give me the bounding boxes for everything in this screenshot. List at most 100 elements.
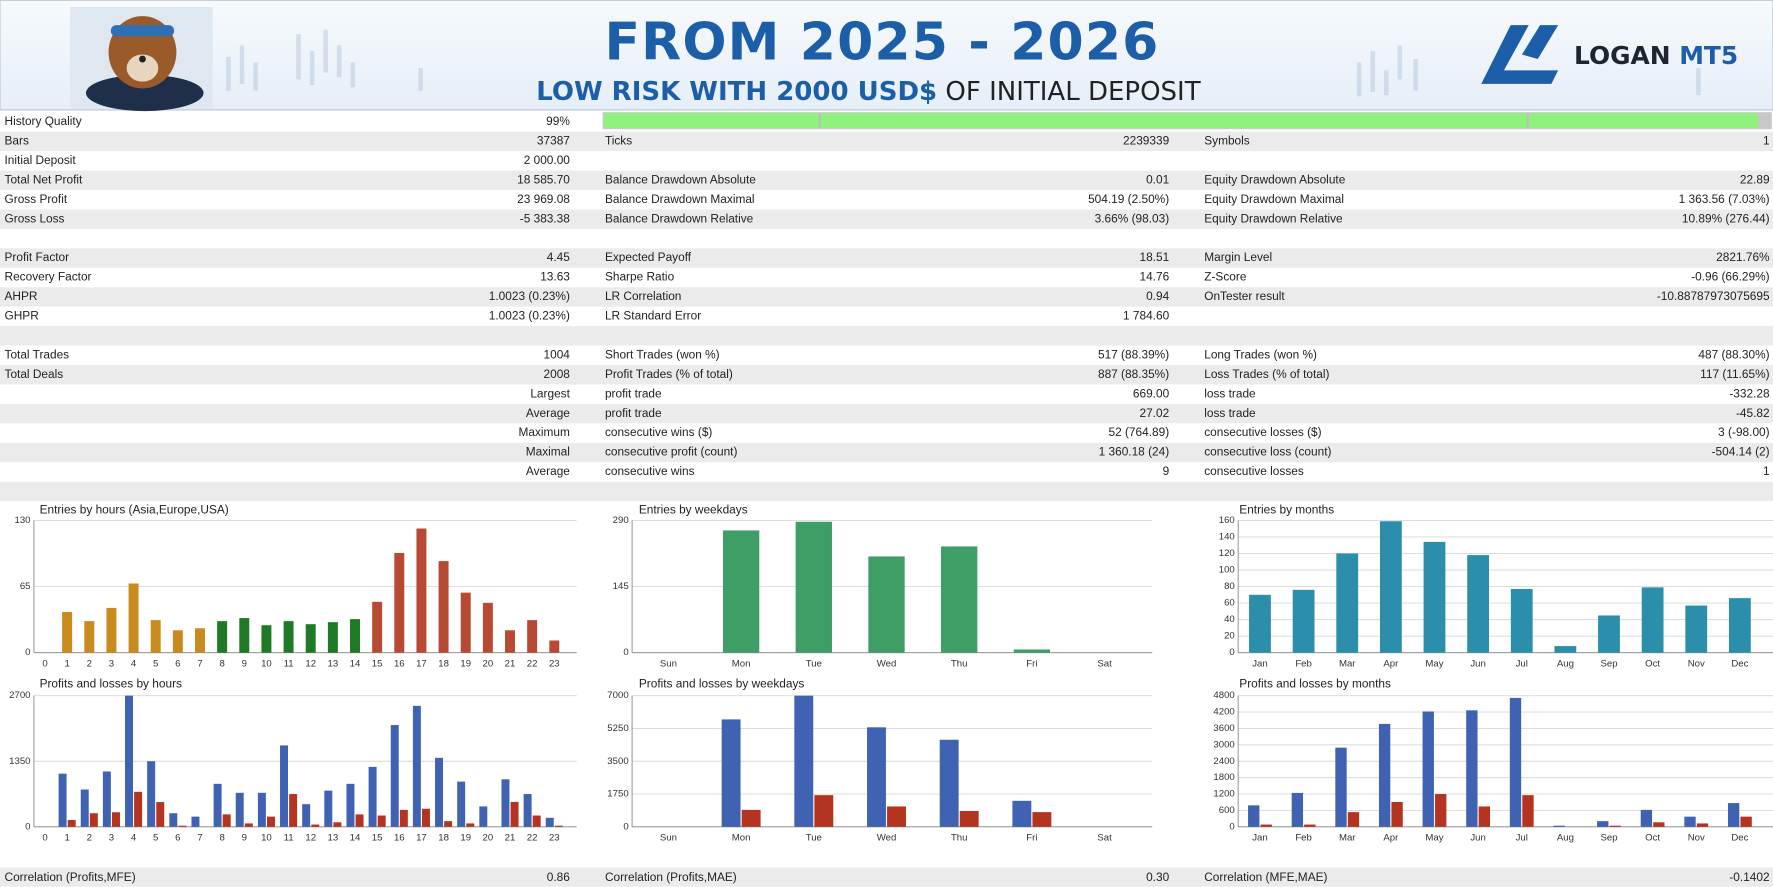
bar <box>1553 825 1565 827</box>
stat-label: Recovery Factor <box>5 270 92 284</box>
bar <box>479 806 488 827</box>
y-tick-label: 3600 <box>1213 723 1234 734</box>
stat-value: 52 (764.89) <box>1109 425 1170 439</box>
bar <box>80 789 89 827</box>
bar <box>501 779 510 827</box>
bar <box>545 817 554 827</box>
x-tick-label: Thu <box>951 833 968 844</box>
stat-label: History Quality <box>5 114 82 128</box>
bar <box>355 814 364 827</box>
stat-label: consecutive losses <box>1204 464 1304 478</box>
bar <box>532 815 541 827</box>
row-shade <box>0 867 1773 887</box>
stat-value: 1 <box>1763 134 1770 148</box>
bar <box>235 792 244 827</box>
y-tick-label: 20 <box>1224 631 1235 642</box>
x-tick-label: Aug <box>1557 659 1574 670</box>
bar <box>1012 800 1032 827</box>
y-tick-label: 0 <box>623 647 628 658</box>
logo-name: LOGAN <box>1574 41 1671 70</box>
x-tick-label: 18 <box>438 659 449 670</box>
x-tick-label: 17 <box>416 659 427 670</box>
chart-title: Profits and losses by hours <box>40 676 182 690</box>
bar <box>1249 594 1271 653</box>
stat-label: Z-Score <box>1204 270 1247 284</box>
stat-label: profit trade <box>605 406 662 420</box>
stat-label: Total Trades <box>5 347 70 361</box>
x-tick-label: 2 <box>87 659 92 670</box>
x-tick-label: 10 <box>261 833 272 844</box>
x-tick-label: Jan <box>1252 659 1268 670</box>
x-tick-label: 3 <box>109 833 114 844</box>
x-tick-label: Thu <box>951 659 968 670</box>
stat-label: Profit Trades (% of total) <box>605 367 733 381</box>
stat-value: 3.66% (98.03) <box>1095 211 1170 225</box>
bar <box>554 825 563 827</box>
x-tick-label: Tue <box>806 833 822 844</box>
x-tick-label: Sun <box>660 833 677 844</box>
row-shade <box>0 481 1773 502</box>
x-tick-label: 5 <box>153 659 158 670</box>
row-shade <box>0 365 1773 385</box>
bar <box>324 790 333 827</box>
x-tick-label: 15 <box>372 833 383 844</box>
stat-label: Gross Loss <box>5 211 65 225</box>
banner-title: FROM 2025 - 2026 <box>605 12 1160 72</box>
bar <box>435 757 444 827</box>
x-tick-label: Sun <box>660 659 677 670</box>
y-tick-label: 7000 <box>607 690 628 701</box>
bar <box>549 640 560 653</box>
bar <box>217 621 228 653</box>
logo-mark <box>1481 25 1559 84</box>
bar <box>1467 555 1490 653</box>
stat-value: 1 <box>1763 464 1770 478</box>
row-shade <box>0 403 1773 424</box>
x-tick-label: Dec <box>1731 659 1748 670</box>
x-tick-label: 18 <box>438 833 449 844</box>
bar <box>156 802 165 827</box>
x-tick-label: 15 <box>372 659 383 670</box>
bar <box>244 823 253 827</box>
stat-value: 487 (88.30%) <box>1698 347 1769 361</box>
quality-bar <box>602 112 1772 130</box>
y-tick-label: 0 <box>25 821 30 832</box>
x-tick-label: 23 <box>549 659 560 670</box>
bar <box>510 801 519 827</box>
stat-label: consecutive wins <box>605 464 695 478</box>
stat-label: Ticks <box>605 134 632 148</box>
x-tick-label: 4 <box>131 833 137 844</box>
x-tick-label: 22 <box>527 833 538 844</box>
stat-label: Balance Drawdown Maximal <box>605 192 755 206</box>
x-tick-label: 6 <box>175 833 180 844</box>
bar <box>134 791 143 827</box>
bar <box>1292 589 1315 653</box>
bar <box>794 695 814 827</box>
stat-label: Equity Drawdown Maximal <box>1204 192 1344 206</box>
row-shade <box>0 287 1773 307</box>
y-tick-label: 80 <box>1224 581 1235 592</box>
stat-value: 2 000.00 <box>524 153 571 167</box>
stat-label: Bars <box>5 134 29 148</box>
x-tick-label: 16 <box>394 659 405 670</box>
stat-value: 1004 <box>544 347 571 361</box>
bar <box>1597 821 1609 827</box>
bar <box>1684 816 1696 827</box>
stat-value: -0.96 (66.29%) <box>1691 270 1769 284</box>
x-tick-label: Jul <box>1516 833 1528 844</box>
bar <box>460 592 471 653</box>
x-tick-label: 8 <box>219 659 224 670</box>
bar <box>394 552 405 653</box>
banner <box>0 0 1773 111</box>
bar <box>1510 589 1533 653</box>
bar <box>1248 805 1260 827</box>
bar <box>280 745 289 827</box>
bar <box>814 795 834 827</box>
stat-label: Correlation (MFE,MAE) <box>1204 870 1327 884</box>
bar <box>89 813 98 827</box>
y-tick-label: 140 <box>1219 531 1235 542</box>
x-tick-label: 22 <box>527 659 538 670</box>
stat-value: 1 360.18 (24) <box>1099 445 1170 459</box>
stat-value: Average <box>526 406 570 420</box>
mascot <box>70 7 213 112</box>
